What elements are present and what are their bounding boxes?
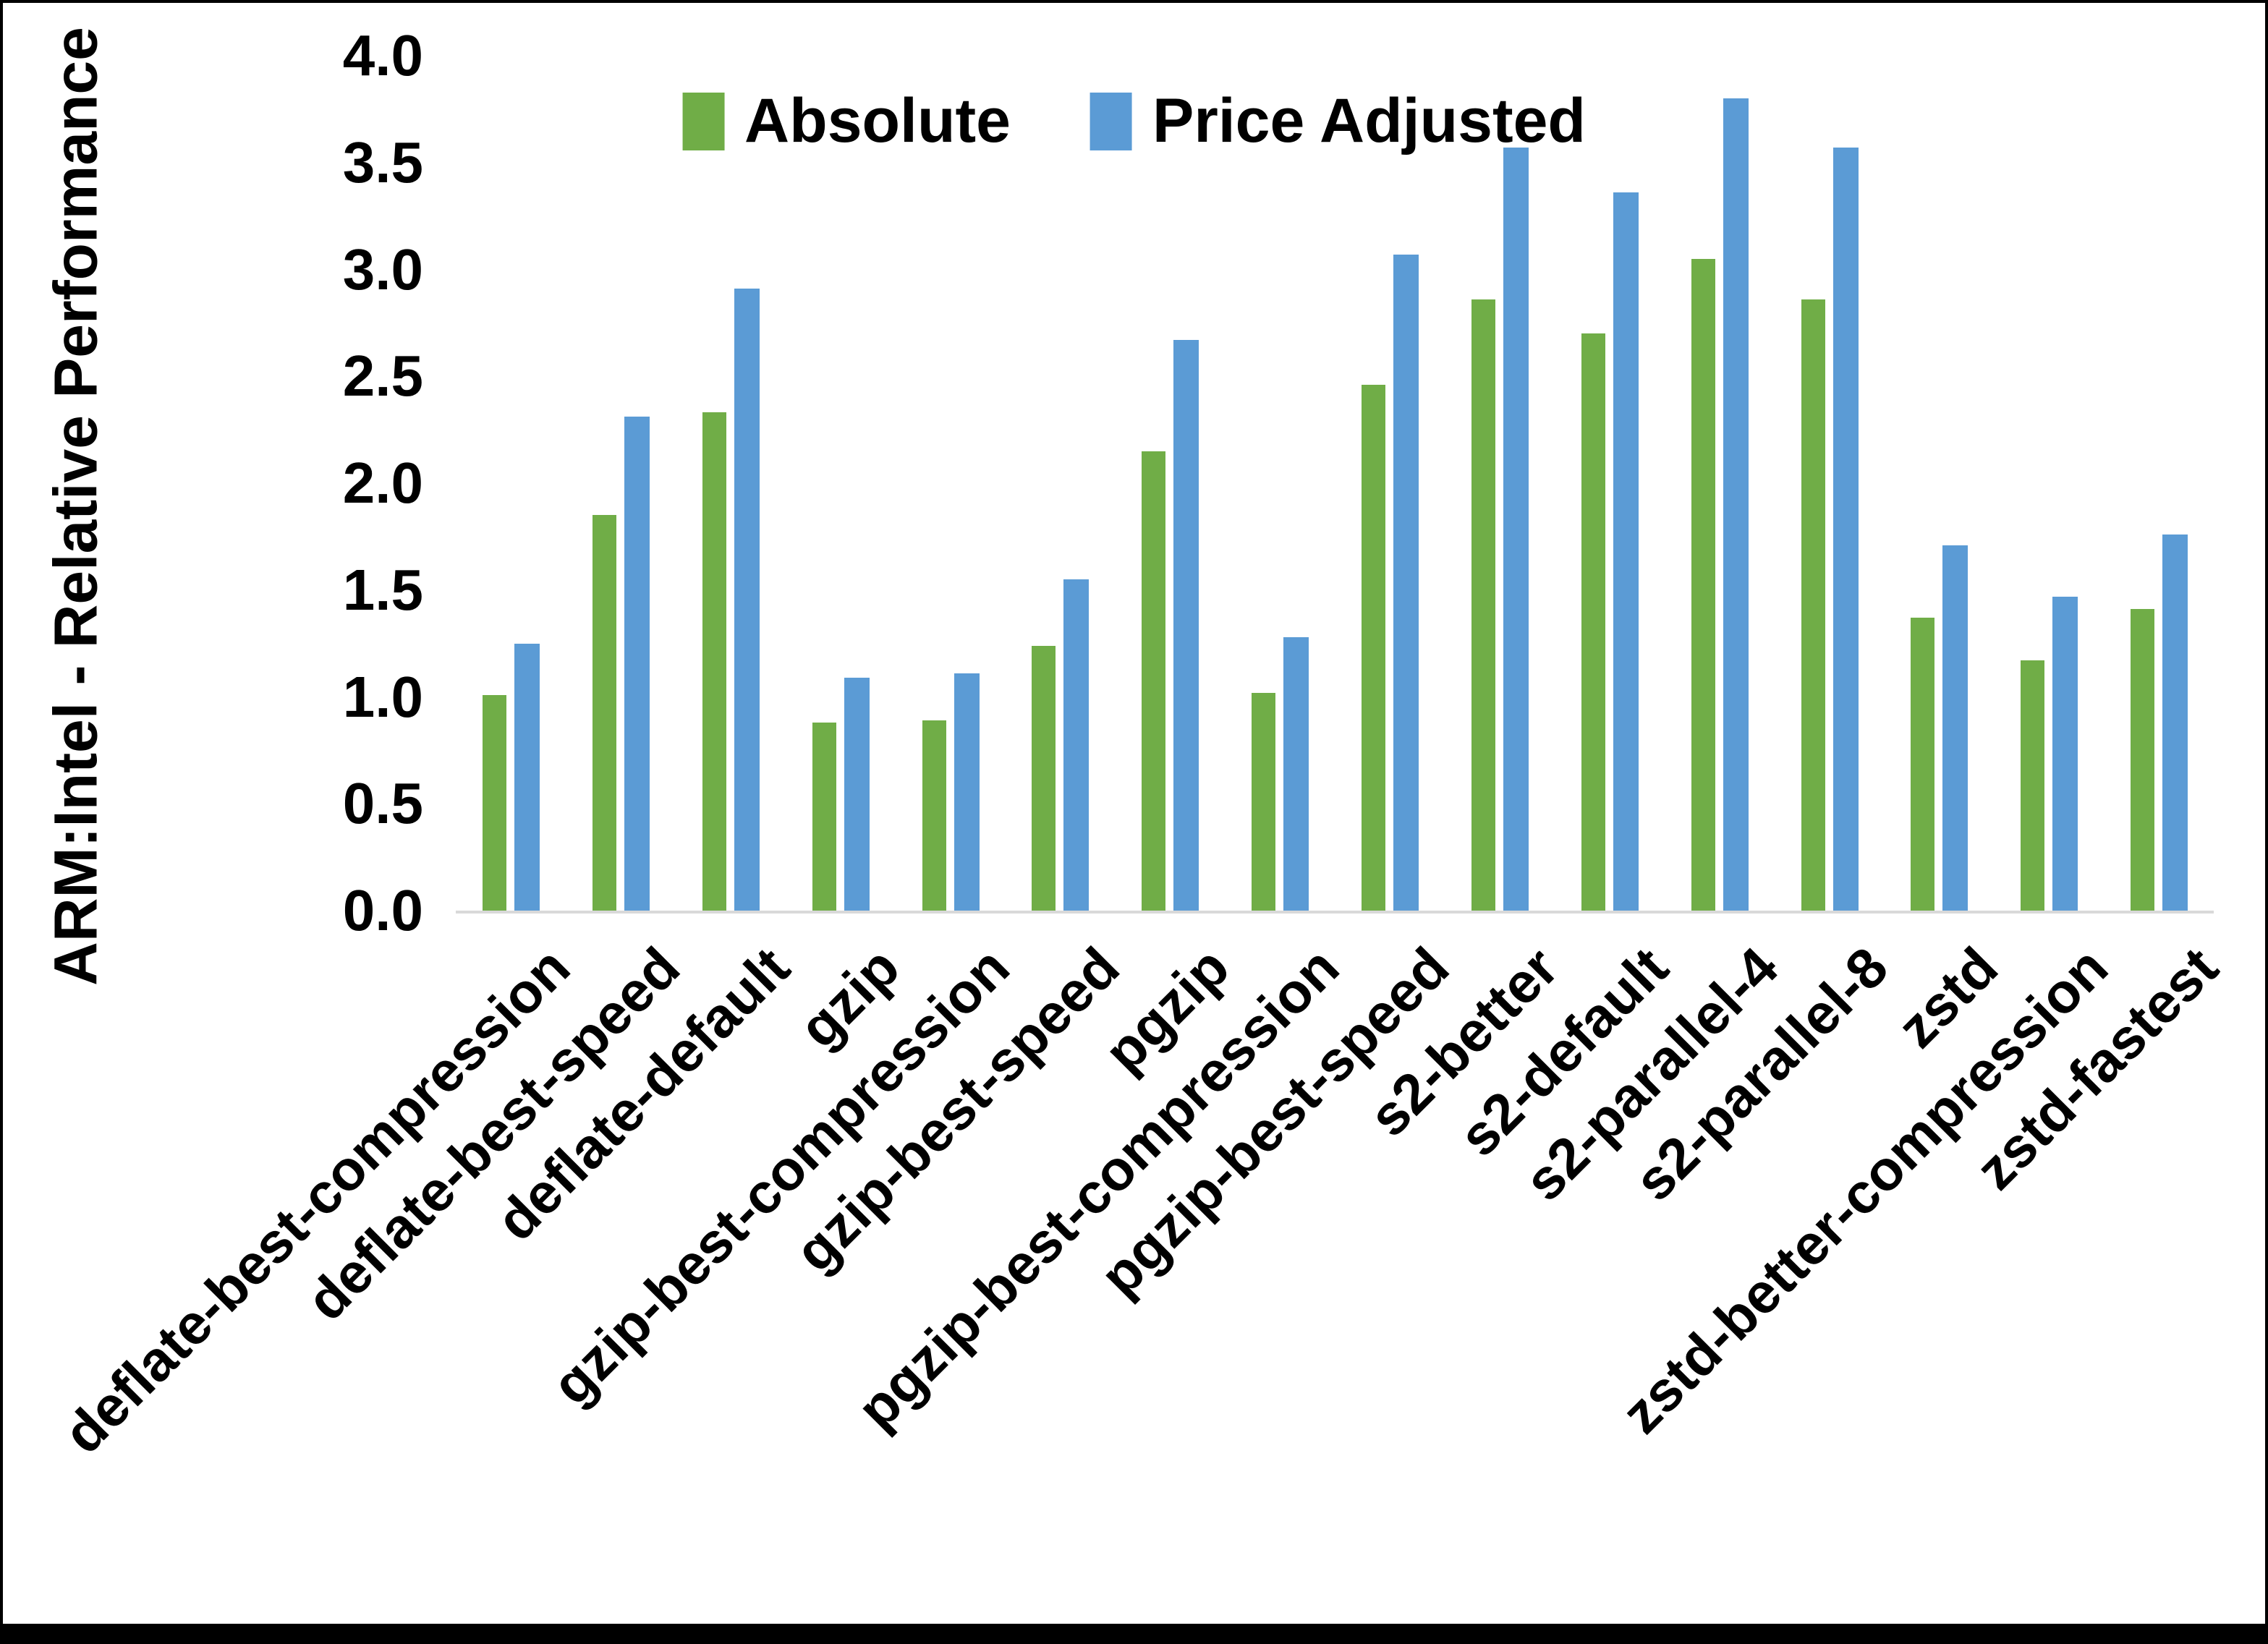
bar-price-adjusted-gzip-best-speed — [1063, 579, 1090, 911]
bar-price-adjusted-zstd-fastest — [2162, 534, 2188, 911]
bar-price-adjusted-deflate-best-compression — [514, 643, 540, 911]
x-axis-line — [456, 911, 2214, 913]
bar-absolute-s2-parallel-4 — [1691, 258, 1715, 911]
bar-price-adjusted-pgzip-best-speed — [1393, 254, 1419, 911]
bar-absolute-s2-parallel-8 — [1801, 299, 1825, 911]
frame-border-bottom — [0, 1624, 2268, 1644]
bar-price-adjusted-s2-parallel-8 — [1832, 148, 1859, 911]
y-tick-label-1.5: 1.5 — [342, 557, 423, 622]
bar-price-adjusted-gzip-best-compression — [954, 673, 980, 911]
y-tick-label-0.5: 0.5 — [342, 771, 423, 836]
legend-swatch-price-adjusted — [1090, 92, 1132, 150]
bar-absolute-gzip-best-compression — [922, 720, 946, 911]
bar-price-adjusted-deflate-default — [734, 289, 760, 911]
frame-border-left — [0, 0, 3, 1644]
bar-price-adjusted-s2-parallel-4 — [1723, 98, 1749, 911]
legend: Absolute Price Adjusted — [682, 85, 1586, 157]
bar-absolute-pgzip-best-speed — [1362, 385, 1385, 911]
y-tick-label-0.0: 0.0 — [342, 878, 423, 942]
bar-absolute-zstd-better-compression — [2021, 660, 2045, 911]
bar-price-adjusted-gzip — [844, 677, 870, 911]
bar-price-adjusted-pgzip-best-compression — [1283, 636, 1309, 911]
frame-border-right — [2265, 0, 2268, 1644]
bar-absolute-deflate-default — [702, 412, 726, 911]
y-tick-label-2.0: 2.0 — [342, 451, 423, 515]
bar-absolute-gzip-best-speed — [1032, 645, 1056, 911]
bar-absolute-zstd-fastest — [2131, 609, 2155, 911]
y-tick-label-4.0: 4.0 — [342, 23, 423, 88]
bar-absolute-deflate-best-compression — [483, 694, 506, 911]
bar-price-adjusted-s2-default — [1613, 192, 1639, 911]
frame-border-top — [0, 0, 2268, 3]
legend-label-price-adjusted: Price Adjusted — [1152, 86, 1586, 156]
y-tick-label-3.0: 3.0 — [342, 237, 423, 302]
bar-absolute-deflate-best-speed — [592, 515, 616, 911]
bar-price-adjusted-zstd-better-compression — [2052, 596, 2078, 911]
bar-price-adjusted-zstd — [1942, 545, 1968, 911]
y-axis-title: ARM:Intel - Relative Performance — [41, 27, 110, 986]
y-tick-label-3.5: 3.5 — [342, 129, 423, 195]
legend-swatch-absolute — [682, 92, 725, 150]
bar-price-adjusted-deflate-best-speed — [624, 417, 650, 911]
bar-absolute-s2-better — [1471, 299, 1495, 911]
legend-item-absolute: Absolute — [682, 85, 1011, 157]
bar-price-adjusted-pgzip — [1173, 340, 1199, 911]
bar-absolute-pgzip-best-compression — [1252, 692, 1276, 911]
y-tick-label-1.0: 1.0 — [342, 664, 423, 729]
y-tick-label-2.5: 2.5 — [342, 344, 423, 409]
bar-absolute-zstd — [1911, 618, 1935, 911]
bar-absolute-pgzip — [1142, 451, 1166, 911]
bar-price-adjusted-s2-better — [1503, 148, 1529, 911]
bar-absolute-s2-default — [1581, 333, 1605, 911]
bar-absolute-gzip — [812, 722, 836, 911]
legend-item-price-adjusted: Price Adjusted — [1090, 85, 1586, 157]
legend-label-absolute: Absolute — [744, 86, 1011, 156]
